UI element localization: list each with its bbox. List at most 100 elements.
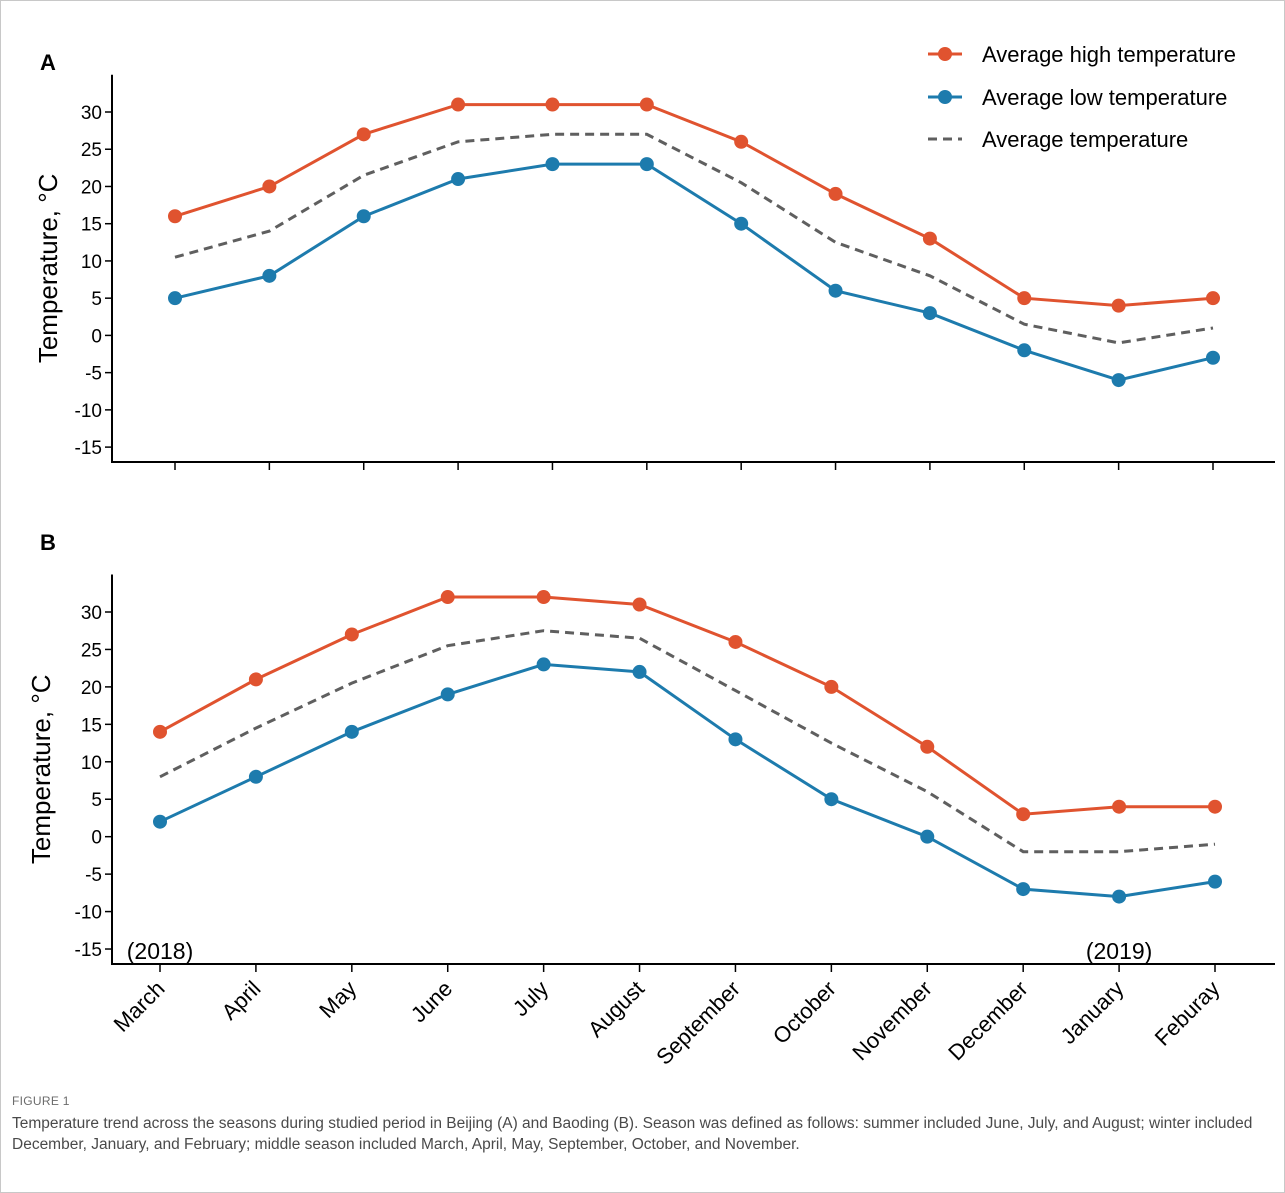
data-point-high — [153, 724, 167, 739]
data-point-low — [734, 216, 749, 231]
data-point-high — [1017, 291, 1032, 306]
data-point-high — [248, 672, 263, 687]
data-point-low — [1206, 350, 1220, 365]
panel-label: A — [40, 50, 56, 75]
data-point-low — [248, 769, 263, 784]
series-line-avg — [159, 629, 1216, 854]
legend-label-avg: Average temperature — [982, 127, 1188, 152]
legend-label-high: Average high temperature — [982, 42, 1236, 67]
data-point-high — [1016, 807, 1031, 822]
x-tick-label: January — [1056, 976, 1129, 1049]
data-point-low — [824, 792, 839, 807]
x-tick-label: April — [217, 976, 266, 1025]
data-point-high — [922, 231, 937, 246]
data-point-high — [168, 209, 182, 224]
data-point-low — [451, 172, 466, 187]
series-line-avg — [174, 132, 1214, 345]
x-tick-label: March — [109, 976, 170, 1037]
y-tick-label: 5 — [91, 289, 102, 310]
data-point-high — [1206, 291, 1220, 306]
data-point-low — [828, 283, 843, 298]
y-tick-label: 20 — [81, 177, 102, 198]
data-point-low — [440, 687, 455, 702]
data-point-high — [824, 679, 839, 694]
figure-caption: FIGURE 1 Temperature trend across the se… — [12, 1094, 1274, 1155]
data-point-high — [734, 134, 749, 149]
x-tick-label: May — [314, 976, 361, 1023]
data-point-high — [632, 597, 647, 612]
legend-marker-low — [938, 90, 952, 104]
panel-label: B — [40, 530, 56, 555]
data-point-low — [632, 664, 647, 679]
x-tick-label: July — [508, 976, 553, 1021]
legend-label-low: Average low temperature — [982, 85, 1227, 110]
figure-label: FIGURE 1 — [12, 1094, 70, 1108]
data-point-low — [1112, 889, 1127, 904]
data-point-high — [451, 97, 466, 112]
data-point-low — [1016, 882, 1031, 897]
y-tick-label: -5 — [85, 865, 102, 886]
y-axis-title: Temperature, °C — [33, 174, 63, 364]
chart-panel-b: B -15 -10 -5 0 5 10 15 20 25 30 Temperature, °C Marc… — [26, 530, 1275, 1070]
data-point-low — [344, 724, 359, 739]
data-point-low — [262, 268, 277, 283]
y-tick-label: -5 — [85, 364, 102, 385]
data-point-low — [545, 157, 560, 172]
data-point-high — [262, 179, 277, 194]
x-tick-label: December — [943, 976, 1032, 1065]
figure-charts: A -15 -10 -5 0 5 10 15 20 25 30 Temperature, °C Aver… — [26, 42, 1275, 1070]
data-point-high — [356, 127, 371, 142]
y-tick-label: 20 — [81, 678, 102, 699]
y-tick-label: 0 — [91, 326, 102, 347]
chart-panel-a: A -15 -10 -5 0 5 10 15 20 25 30 Temperature, °C Aver… — [33, 42, 1275, 470]
x-tick-label: September — [651, 976, 745, 1070]
data-point-high — [536, 590, 551, 605]
data-point-high — [1208, 799, 1222, 814]
y-tick-label: -10 — [75, 903, 102, 924]
data-point-low — [639, 157, 654, 172]
x-tick-label: June — [406, 976, 457, 1027]
y-tick-label: 30 — [81, 603, 102, 624]
series-line-low — [159, 662, 1216, 899]
data-point-low — [920, 829, 935, 844]
y-tick-label: -10 — [75, 401, 102, 422]
y-tick-label: -15 — [75, 438, 102, 459]
data-point-low — [1208, 874, 1222, 889]
data-point-high — [440, 590, 455, 605]
data-point-high — [1111, 298, 1126, 313]
y-tick-label: 5 — [91, 790, 102, 811]
data-point-high — [920, 739, 935, 754]
legend-marker-high — [938, 47, 952, 61]
data-point-high — [344, 627, 359, 642]
y-tick-label: 15 — [81, 715, 102, 736]
data-point-high — [728, 634, 743, 649]
year-annotation: (2019) — [1086, 938, 1152, 964]
y-axis-title: Temperature, °C — [26, 674, 56, 864]
year-annotation: (2018) — [127, 938, 193, 964]
x-tick-label: Feburay — [1150, 976, 1225, 1051]
data-point-low — [168, 291, 182, 306]
series-line-low — [174, 162, 1214, 382]
y-tick-label: 25 — [81, 140, 102, 161]
x-tick-label: November — [847, 976, 936, 1065]
series-line-high — [159, 595, 1215, 816]
caption-text: Temperature trend across the seasons dur… — [12, 1115, 1253, 1153]
data-point-low — [728, 732, 743, 747]
y-tick-label: 10 — [81, 753, 102, 774]
y-tick-label: 30 — [81, 103, 102, 124]
data-point-low — [1111, 373, 1126, 388]
data-point-low — [153, 814, 167, 829]
y-tick-label: 25 — [81, 640, 102, 661]
series-line-high — [174, 103, 1214, 308]
data-point-high — [828, 186, 843, 201]
x-tick-label: August — [583, 976, 649, 1042]
data-point-low — [536, 657, 551, 672]
data-point-low — [1017, 343, 1032, 358]
y-tick-label: -15 — [75, 940, 102, 961]
data-point-high — [545, 97, 560, 112]
data-point-high — [639, 97, 654, 112]
x-tick-label: October — [768, 976, 841, 1049]
data-point-low — [922, 306, 937, 321]
data-point-low — [356, 209, 371, 224]
y-tick-label: 10 — [81, 252, 102, 273]
